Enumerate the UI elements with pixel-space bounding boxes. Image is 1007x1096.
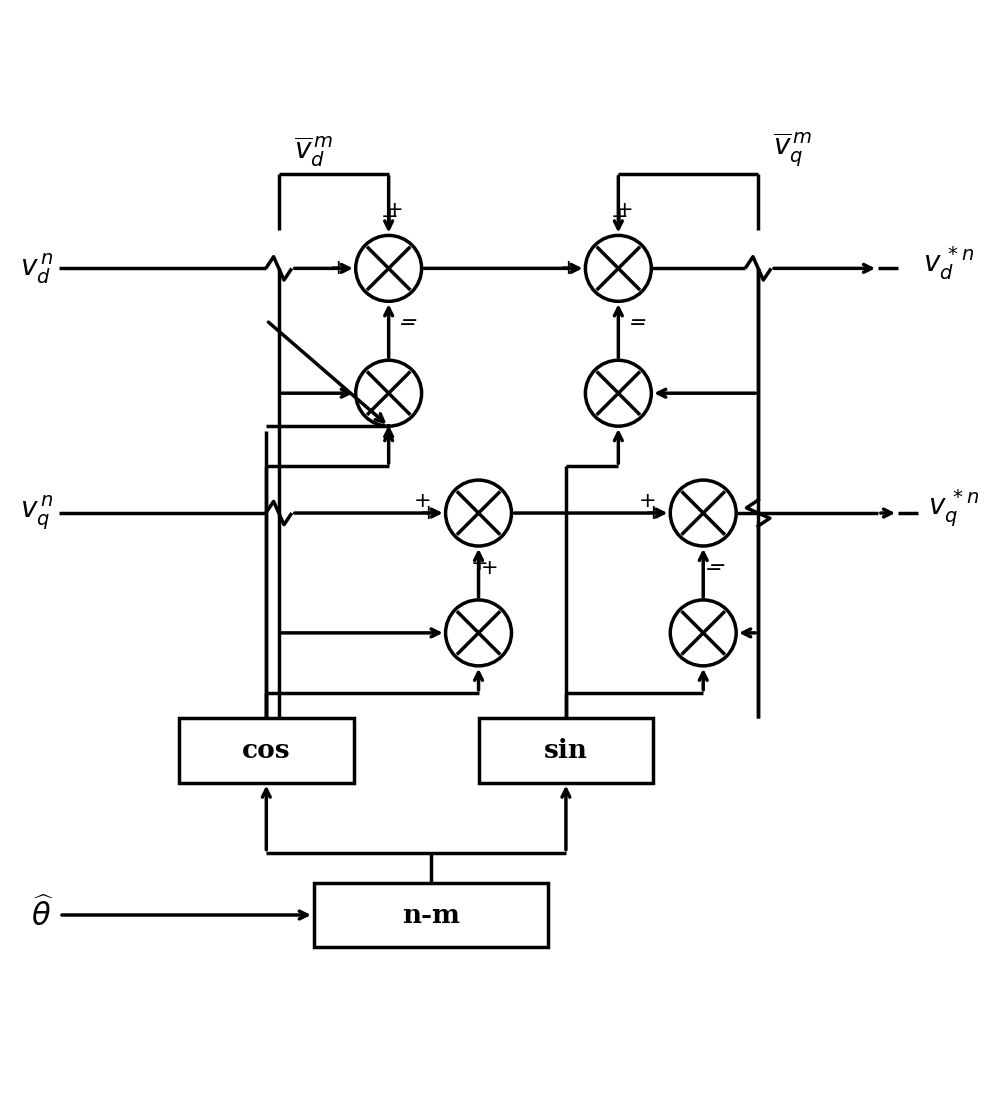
Text: $+$: $+$ <box>609 207 627 228</box>
Text: $-$: $-$ <box>708 553 725 574</box>
Text: n-m: n-m <box>402 902 460 927</box>
Text: $v_q^{\,n}$: $v_q^{\,n}$ <box>20 494 54 533</box>
Text: $-$: $-$ <box>398 313 416 333</box>
Text: $+$: $+$ <box>614 201 632 220</box>
Text: $+$: $+$ <box>470 553 487 574</box>
Bar <box>478 718 654 783</box>
Text: $-$: $-$ <box>629 309 646 329</box>
Text: $v_q^{\,*n}$: $v_q^{\,*n}$ <box>927 488 979 529</box>
Text: $+$: $+$ <box>329 259 346 278</box>
Text: $+$: $+$ <box>419 503 436 523</box>
Text: $+$: $+$ <box>385 201 403 220</box>
Text: $+$: $+$ <box>479 558 497 578</box>
Bar <box>314 882 549 947</box>
Text: $\widehat{\theta}$: $\widehat{\theta}$ <box>30 898 54 933</box>
Text: sin: sin <box>544 738 588 763</box>
Text: $-$: $-$ <box>627 313 645 333</box>
Text: $+$: $+$ <box>559 259 576 278</box>
Text: cos: cos <box>242 738 291 763</box>
Text: $+$: $+$ <box>637 491 656 511</box>
Text: $\overline{v}_q^{\,m}$: $\overline{v}_q^{\,m}$ <box>773 129 813 169</box>
Text: $v_d^{\,*n}$: $v_d^{\,*n}$ <box>923 244 974 283</box>
Text: $+$: $+$ <box>380 207 398 228</box>
Text: $\overline{v}_d^{\,m}$: $\overline{v}_d^{\,m}$ <box>294 134 333 169</box>
Text: $+$: $+$ <box>643 503 661 523</box>
Bar <box>179 718 353 783</box>
Text: $v_d^{\,n}$: $v_d^{\,n}$ <box>20 251 54 286</box>
Text: $-$: $-$ <box>705 558 722 578</box>
Text: $+$: $+$ <box>413 491 431 511</box>
Text: $-$: $-$ <box>400 309 417 329</box>
